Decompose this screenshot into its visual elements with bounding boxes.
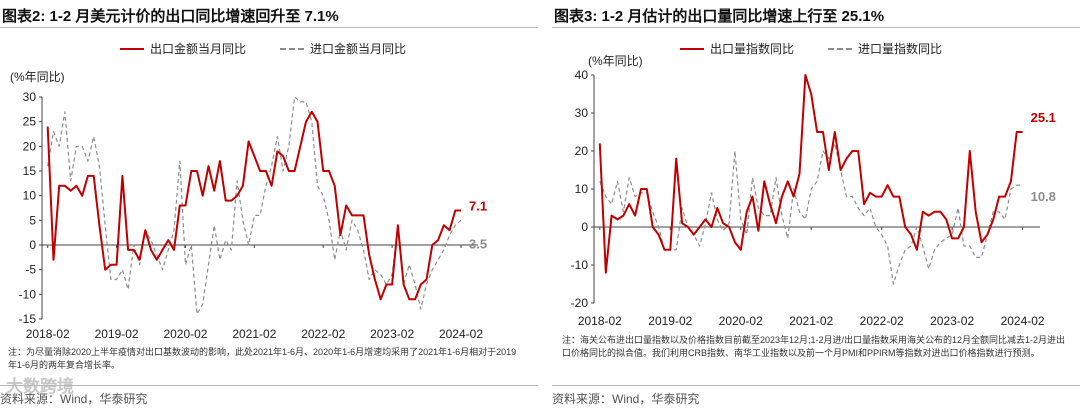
legend-line-solid: [120, 47, 144, 50]
series-line-import: [47, 96, 462, 315]
end-value-label-export: 7.1: [469, 198, 487, 213]
legend-item-import: 进口金额当月同比: [280, 40, 406, 57]
legend-label-export: 出口量指数同比: [710, 42, 795, 56]
chart-note: 注：为尽量消除2020上半年疫情对出口基数波动的影响，此处2021年1-6月、2…: [8, 347, 517, 370]
y-axis-unit: (%年同比): [10, 70, 65, 84]
x-tick-label: 2023-02: [930, 314, 974, 328]
y-tick-label: 10: [23, 189, 37, 203]
y-tick-label: 5: [29, 213, 36, 227]
y-tick-label: 20: [23, 139, 37, 153]
watermark: 大数跨境: [6, 377, 74, 396]
y-tick-label: 30: [575, 106, 589, 120]
legend-line-dashed: [280, 47, 305, 50]
y-tick-label: 30: [23, 90, 37, 104]
y-tick-label: -10: [19, 287, 37, 301]
legend-item-import: 进口量指数同比: [828, 40, 942, 57]
line-chart-export-value: -15 -10 -5 0 5 10 15 20 25 30 2018-02 2019-02 2020-0…: [19, 90, 487, 341]
x-tick-label: 2019-02: [95, 327, 139, 341]
chart-legend: 出口量指数同比 进口量指数同比: [680, 40, 976, 57]
x-tick-label: 2019-02: [648, 314, 692, 328]
line-chart-export-volume: -20 -10 0 10 20 30 40 2018-02 2019-02 2020-02 2021…: [571, 68, 1056, 328]
chart-note: 注：海关公布进出口量指数以及价格指数目前截至2023年12月;1-2月进/出口量…: [562, 335, 1066, 358]
x-tick-label: 2021-02: [232, 327, 276, 341]
y-tick-label: 20: [575, 144, 589, 158]
source-note: 资料来源：Wind，华泰研究: [0, 392, 148, 406]
chart-title: 图表3: 1-2 月估计的出口量同比增速上行至 25.1%: [554, 8, 885, 25]
x-tick-label: 2018-02: [26, 327, 70, 341]
y-tick-label: -20: [571, 296, 589, 310]
title-divider: [0, 27, 538, 28]
legend-label-import: 进口金额当月同比: [310, 42, 407, 56]
y-tick-label: 10: [575, 182, 589, 196]
x-tick-label: 2023-02: [370, 327, 414, 341]
chart-legend: 出口金额当月同比 进口金额当月同比: [120, 40, 440, 57]
x-tick-label: 2020-02: [719, 314, 763, 328]
series-line-import: [599, 142, 1023, 285]
x-tick-label: 2024-02: [439, 327, 483, 341]
bottom-divider: [552, 385, 1080, 386]
chart-title: 图表2: 1-2 月美元计价的出口同比增速回升至 7.1%: [2, 8, 339, 25]
legend-label-export: 出口金额当月同比: [150, 42, 247, 56]
series-line-export: [598, 74, 1023, 274]
series-line-export: [46, 110, 461, 301]
x-tick-label: 2020-02: [163, 327, 207, 341]
x-tick-label: 2022-02: [860, 314, 904, 328]
legend-item-export: 出口金额当月同比: [120, 40, 246, 57]
end-value-label-import: 3.5: [469, 236, 487, 251]
x-tick-label: 2022-02: [301, 327, 345, 341]
y-tick-label: 0: [29, 238, 36, 252]
y-axis-unit: (%年同比): [588, 54, 643, 68]
legend-label-import: 进口量指数同比: [858, 42, 943, 56]
y-tick-label: 0: [581, 220, 588, 234]
y-tick-label: -5: [25, 263, 36, 277]
y-tick-label: 40: [575, 68, 589, 82]
y-tick-label: -15: [19, 312, 37, 326]
chart-panel-export-value: 图表2: 1-2 月美元计价的出口同比增速回升至 7.1% 出口金额当月同比 进…: [0, 8, 538, 406]
legend-line-dashed: [828, 47, 853, 50]
legend-item-export: 出口量指数同比: [680, 40, 794, 57]
bottom-divider: [0, 385, 538, 386]
end-value-label-import: 10.8: [1031, 189, 1056, 204]
x-tick-label: 2021-02: [789, 314, 833, 328]
x-tick-label: 2018-02: [578, 314, 622, 328]
y-tick-label: 25: [23, 115, 37, 129]
y-tick-label: -10: [571, 258, 589, 272]
title-divider: [552, 27, 1080, 28]
chart-panel-export-volume: 图表3: 1-2 月估计的出口量同比增速上行至 25.1% 出口量指数同比 进口…: [552, 0, 1080, 408]
x-tick-label: 2024-02: [1001, 314, 1045, 328]
y-tick-label: 15: [23, 164, 37, 178]
legend-line-solid: [680, 47, 704, 50]
end-value-label-export: 25.1: [1031, 110, 1056, 125]
source-note: 资料来源：Wind，华泰研究: [552, 392, 700, 406]
